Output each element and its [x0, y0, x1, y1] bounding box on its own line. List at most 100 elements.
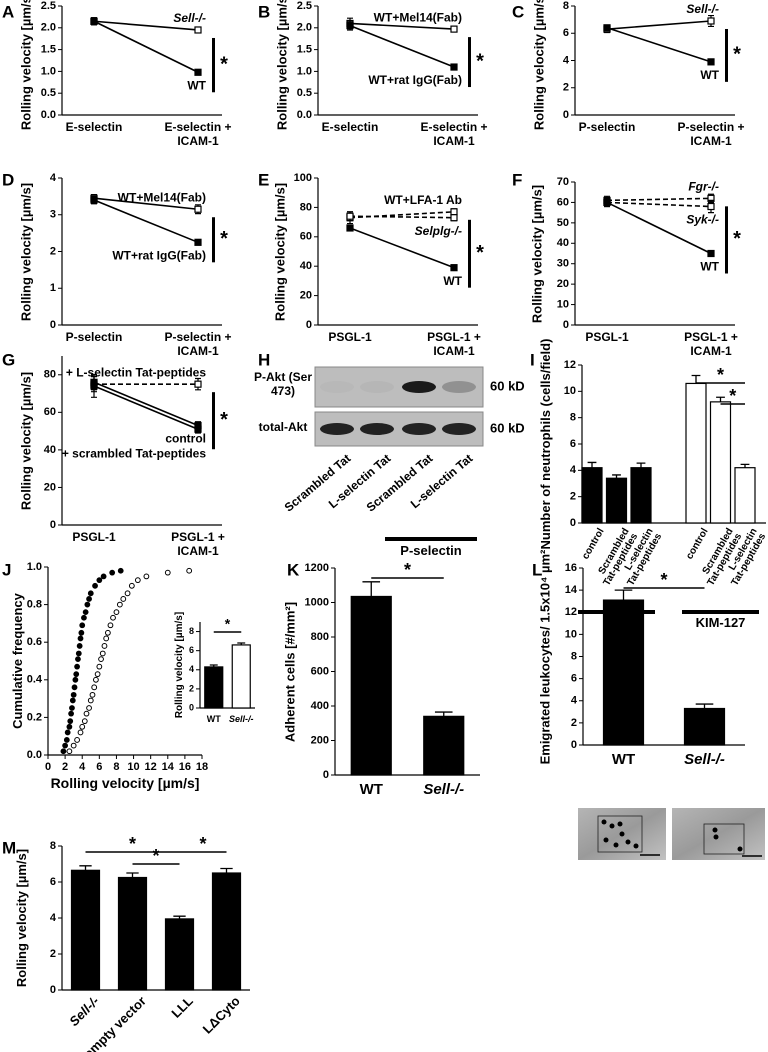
x-tick-label: E-selectin + ICAM-1 [164, 120, 232, 148]
y-tick-label: 0.4 [27, 674, 43, 686]
series-label: Syk-/- [686, 213, 719, 227]
y-axis-title: Rolling velocity [µm/s] [273, 0, 289, 130]
size-label: 60 kD [490, 420, 525, 435]
marker [450, 264, 458, 272]
y-tick-label: 4 [563, 54, 570, 66]
y-axis-title: Rolling velocity [µm/s] [17, 371, 33, 510]
y-tick-label: 1000 [305, 596, 329, 608]
significance-star: * [476, 50, 484, 72]
series-label: WT [187, 78, 206, 92]
y-tick-label: 60 [557, 196, 569, 208]
x-tick-label: 12 [145, 761, 157, 773]
y-axis-title: Rolling velocity [µm/s] [271, 182, 287, 321]
significance-star: * [729, 386, 736, 406]
marker [194, 425, 202, 433]
y-tick-label: 1200 [305, 562, 329, 574]
series-line [93, 20, 199, 31]
y-tick-label: 40 [300, 260, 312, 272]
significance-star: * [152, 846, 159, 866]
y-tick-label: 10 [564, 385, 576, 397]
marker [450, 208, 458, 216]
marker [346, 212, 354, 220]
x-tick-label: P-selectin [65, 330, 123, 344]
significance-bar [468, 37, 471, 88]
error-bar [614, 589, 633, 601]
point [98, 656, 104, 663]
blot-band [402, 381, 436, 393]
y-tick-label: 2 [50, 948, 56, 960]
y-tick-label: 2.5 [41, 0, 56, 12]
y-tick-label: 8 [189, 626, 194, 636]
point [77, 729, 84, 736]
y-tick-label: 0.6 [27, 636, 42, 648]
significance-bar [725, 206, 728, 274]
panel-label: H [258, 350, 270, 369]
point [62, 742, 69, 749]
blot-band [360, 381, 394, 393]
y-tick-label: 600 [311, 665, 329, 677]
blot-band [402, 423, 436, 435]
bar [211, 872, 242, 991]
y-tick-label: 0 [50, 319, 56, 331]
y-tick-label: 8 [50, 840, 56, 852]
micrograph-sell [672, 808, 765, 860]
point [66, 723, 73, 730]
y-axis-title: Rolling velocity [µm/s] [17, 182, 33, 321]
y-axis-title: Rolling velocity [µm/s] [528, 184, 544, 323]
x-axis-title: Rolling velocity [µm/s] [50, 775, 200, 791]
y-tick-label: 70 [557, 176, 569, 188]
y-tick-label: 1.0 [297, 65, 312, 77]
error-bar [434, 711, 453, 717]
y-tick-label: 40 [44, 444, 56, 456]
point [64, 729, 71, 736]
series-label: Sell-/- [686, 2, 719, 16]
panel-label: J [2, 560, 11, 579]
marker [603, 24, 611, 32]
point [74, 737, 80, 743]
x-tick-label: WT [611, 751, 636, 768]
y-tick-label: 40 [557, 237, 569, 249]
point [86, 705, 92, 711]
panel-label: D [2, 170, 14, 189]
y-tick-label: 0 [571, 739, 577, 751]
point [89, 691, 96, 698]
error-bar [220, 867, 233, 873]
panel-label: L [532, 560, 542, 579]
x-tick-label: PSGL-1 + ICAM-1 [427, 330, 481, 358]
y-tick-label: 2 [563, 82, 569, 94]
point [63, 737, 70, 743]
x-tick-label: PSGL-1 [328, 330, 372, 344]
marker [194, 205, 202, 213]
bar [164, 918, 195, 991]
y-tick-label: 80 [300, 201, 312, 213]
point [77, 635, 84, 642]
point [76, 643, 83, 649]
point [116, 601, 123, 608]
point [70, 742, 77, 749]
series-label: control [165, 432, 206, 446]
point [69, 697, 76, 704]
marker [707, 58, 715, 66]
y-tick-label: 2 [189, 683, 194, 693]
y-tick-label: 1 [50, 282, 56, 294]
marker [707, 202, 715, 211]
y-tick-label: 0.5 [41, 87, 56, 99]
y-tick-label: 6 [571, 673, 577, 685]
point [73, 671, 80, 678]
point [117, 567, 124, 574]
x-tick-label: 18 [196, 761, 208, 773]
y-tick-label: 10 [565, 628, 577, 640]
series-label: + scrambled Tat-peptides [62, 447, 206, 461]
y-tick-label: 8 [563, 0, 569, 12]
y-tick-label: 14 [565, 584, 578, 596]
bar [350, 595, 392, 776]
y-tick-label: 20 [44, 481, 56, 493]
error-bar [126, 872, 139, 878]
y-tick-label: 0 [50, 519, 56, 531]
y-tick-label: 4 [50, 912, 57, 924]
x-tick-label: PSGL-1 [585, 330, 629, 344]
y-tick-label: 30 [557, 258, 569, 270]
y-tick-label: 12 [564, 359, 576, 371]
series-label: WT+rat IgG(Fab) [368, 73, 462, 87]
